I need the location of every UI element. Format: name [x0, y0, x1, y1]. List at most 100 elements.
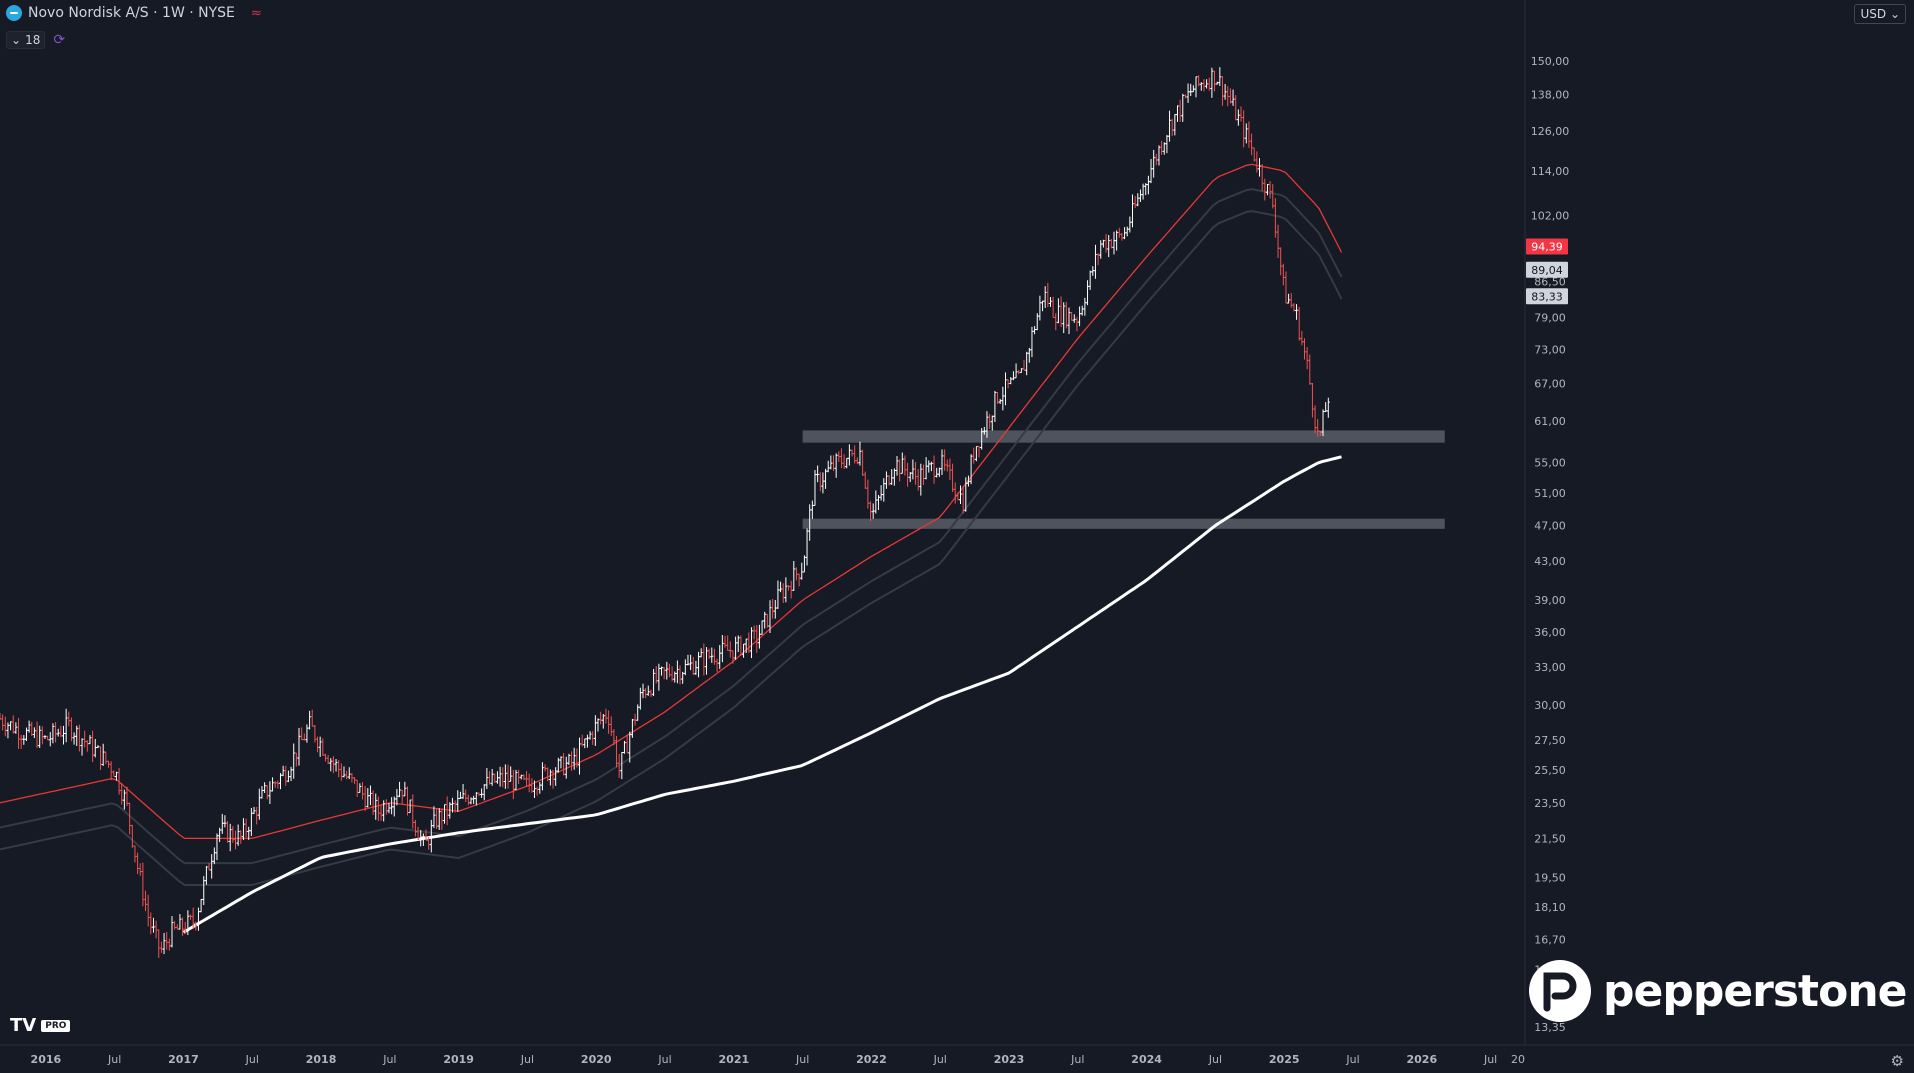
ohlc-bar [35, 721, 39, 748]
ohlc-bar [712, 648, 716, 665]
currency-label: USD [1860, 7, 1887, 21]
ohlc-bar [1144, 183, 1148, 196]
ohlc-bar [1033, 326, 1037, 335]
tradingview-logo[interactable]: TV PRO [10, 1015, 71, 1036]
ohlc-bar [829, 455, 833, 470]
ohlc-bar [1226, 86, 1230, 107]
ohlc-bar [699, 648, 703, 658]
ohlc-bar [339, 763, 343, 781]
ohlc-bar [1043, 286, 1047, 308]
ohlc-bar [723, 635, 727, 648]
ohlc-bar [525, 770, 529, 788]
ohlc-bar [1003, 372, 1007, 406]
ohlc-bar [482, 784, 486, 801]
ohlc-bar [720, 635, 724, 663]
ohlc-bar [310, 709, 314, 727]
x-tick-label: Jul [1345, 1053, 1359, 1066]
ohlc-bar [51, 723, 55, 744]
ohlc-bar [802, 555, 806, 573]
ohlc-bar [1279, 247, 1283, 276]
ma-band-lower [0, 210, 1343, 886]
currency-selector[interactable]: USD ⌄ [1854, 4, 1906, 24]
market-status-icon[interactable]: ≈ [250, 5, 262, 21]
y-tick-label: 25,50 [1534, 764, 1566, 777]
ohlc-bar [845, 457, 849, 469]
ohlc-bar [109, 761, 113, 780]
ohlc-bar [556, 757, 560, 773]
moving-average-white [182, 455, 1342, 934]
symbol-title[interactable]: Novo Nordisk A/S · 1W · NYSE [28, 5, 235, 21]
support-zone-2[interactable] [802, 518, 1445, 529]
ohlc-bar [787, 585, 791, 591]
x-tick-label: Jul [1483, 1053, 1497, 1066]
ohlc-bar [1136, 193, 1140, 207]
ohlc-bar [665, 661, 669, 680]
ohlc-bar [760, 620, 764, 635]
ohlc-bar [1035, 313, 1039, 331]
ohlc-bar [530, 778, 534, 793]
ohlc-bar [601, 713, 605, 729]
ohlc-bar [908, 472, 912, 483]
ohlc-bar [546, 767, 550, 782]
gear-icon[interactable]: ⚙ [1890, 1052, 1904, 1070]
ohlc-bar [644, 687, 648, 699]
x-tick-label: 2022 [856, 1053, 887, 1066]
ohlc-bar [112, 770, 116, 778]
ohlc-bar [495, 771, 499, 784]
ohlc-bar [122, 789, 126, 810]
ohlc-bar [620, 752, 624, 780]
sync-icon[interactable]: ⟳ [53, 32, 66, 48]
ohlc-bar [718, 645, 722, 669]
ohlc-bar [376, 796, 380, 822]
ohlc-bar [1109, 238, 1113, 249]
ohlc-bar [443, 804, 447, 824]
y-tick-label: 114,00 [1531, 165, 1570, 178]
ohlc-bar [435, 808, 439, 830]
ohlc-bar [1075, 316, 1079, 332]
ohlc-bar [1093, 244, 1097, 279]
x-tick-label: 2019 [443, 1053, 474, 1066]
ohlc-bar [101, 743, 105, 766]
tv-logo-text: TV [10, 1015, 37, 1036]
ohlc-bar [929, 461, 933, 472]
support-zone-1[interactable] [802, 430, 1445, 443]
ohlc-bar [1096, 252, 1100, 266]
ohlc-bar [921, 464, 925, 485]
ohlc-bar [633, 713, 637, 726]
ohlc-bar [511, 769, 515, 800]
ohlc-bar [726, 635, 730, 652]
ohlc-bar [527, 773, 531, 793]
ohlc-bar [1099, 240, 1103, 259]
ohlc-bar [937, 467, 941, 477]
ohlc-bar [464, 789, 468, 803]
ohlc-bar [162, 932, 166, 955]
ohlc-bar [308, 710, 312, 730]
ohlc-bar [797, 573, 801, 587]
ohlc-bar [398, 781, 402, 798]
y-tick-label: 43,00 [1534, 555, 1566, 568]
ohlc-bar [736, 635, 740, 653]
ohlc-bar [88, 735, 92, 745]
ohlc-bar [924, 457, 928, 480]
ohlc-bar [461, 784, 465, 799]
ohlc-bar [265, 785, 269, 800]
ohlc-bar [218, 827, 222, 843]
x-tick-label: 20 [1511, 1053, 1525, 1066]
ohlc-bar [826, 460, 830, 473]
ohlc-bar [506, 764, 510, 789]
ohlc-bar [519, 774, 523, 780]
ohlc-bar [1205, 79, 1209, 89]
ohlc-bar [300, 727, 304, 741]
ohlc-bar [562, 752, 566, 776]
price-label: 94,39 [1531, 240, 1563, 253]
ohlc-bar [996, 391, 1000, 405]
ohlc-bar [1168, 110, 1172, 142]
x-tick-label: Jul [1208, 1053, 1222, 1066]
ohlc-bar [832, 455, 836, 472]
ohlc-bar [133, 845, 137, 863]
ohlc-bar [326, 754, 330, 765]
indicators-toggle-button[interactable]: ⌄ 18 [6, 31, 46, 49]
ohlc-bar [276, 780, 280, 789]
ohlc-bar [615, 735, 619, 768]
